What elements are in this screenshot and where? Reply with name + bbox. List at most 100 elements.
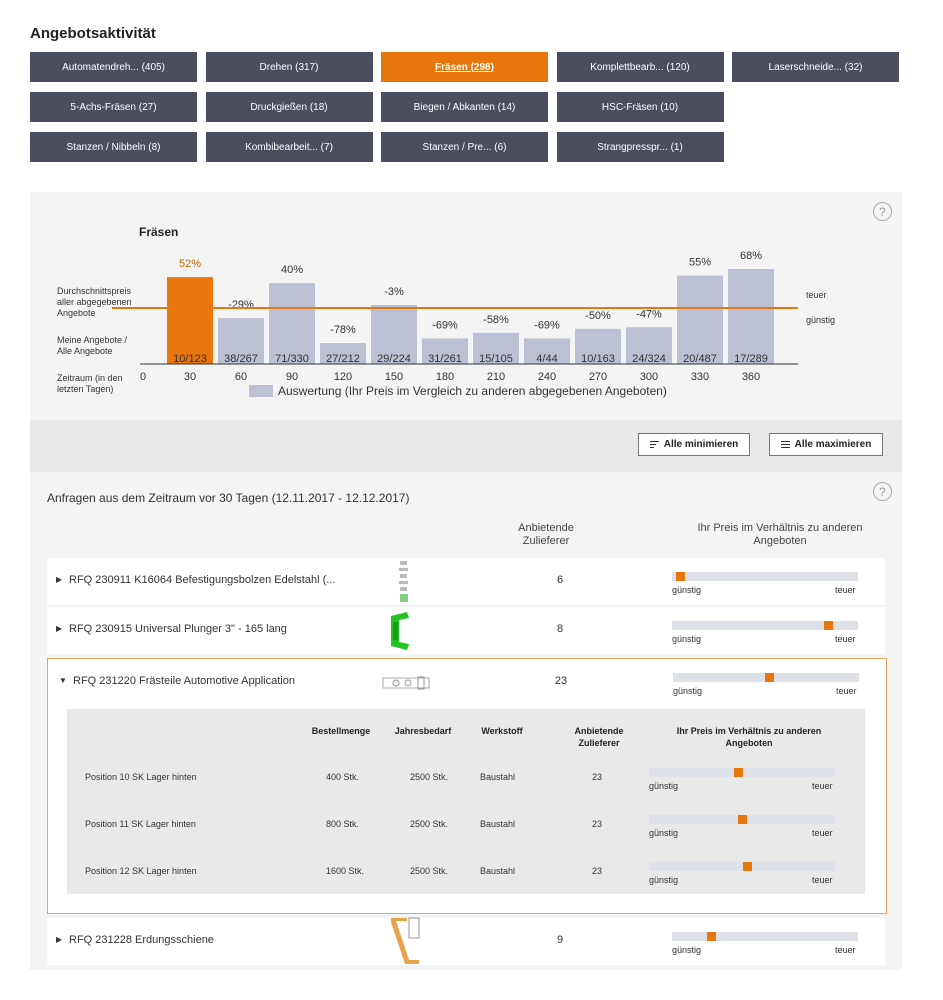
chart-bar (371, 304, 417, 364)
rfq-row[interactable]: ▶ RFQ 230915 Universal Plunger 3" - 165 l… (47, 607, 885, 654)
maximize-all-label: Alle maximieren (794, 439, 872, 450)
bar-value-label: 55% (689, 257, 711, 269)
price-position-track (649, 768, 835, 777)
bar-count-label: 31/261 (428, 353, 462, 365)
minimize-icon (649, 439, 659, 450)
bar-value-label: 52% (179, 258, 201, 270)
category-button[interactable]: Laserschneide... (32) (732, 52, 899, 82)
price-high-label: teuer (812, 781, 833, 791)
price-position-marker (765, 673, 774, 682)
price-low-label: günstig (672, 634, 702, 644)
help-icon[interactable]: ? (873, 202, 892, 221)
category-button[interactable]: Stanzen / Pre... (6) (381, 132, 548, 162)
position-price-bar: günstig teuer (649, 815, 839, 845)
part-thumbnail (382, 675, 430, 696)
bar-value-label: 40% (281, 264, 303, 276)
category-button[interactable]: 5-Achs-Fräsen (27) (30, 92, 197, 122)
x-tick-label: 120 (334, 371, 352, 383)
position-suppliers: 23 (592, 866, 603, 876)
legend-label: Auswertung (Ihr Preis im Vergleich zu an… (278, 384, 667, 398)
bar-value-label: -78% (330, 324, 356, 336)
sub-head-price: Ihr Preis im Verhältnis zu anderen Angeb… (676, 726, 822, 748)
category-button[interactable]: Fräsen (298) (381, 52, 548, 82)
category-button[interactable]: Stanzen / Nibbeln (8) (30, 132, 197, 162)
supplier-count: 8 (556, 623, 564, 635)
bar-value-label: -29% (228, 299, 254, 311)
price-position-track (672, 621, 858, 630)
bar-value-label: -58% (483, 314, 509, 326)
rfq-title[interactable]: RFQ 231220 Frästeile Automotive Applicat… (73, 675, 295, 687)
high-label: teuer (806, 290, 827, 300)
rfq-row[interactable]: ▶ RFQ 230911 K16064 Befestigungsbolzen Ed… (47, 558, 885, 605)
help-icon[interactable]: ? (873, 482, 892, 501)
positions-table: Bestellmenge Jahresbedarf Werkstoff Anbiete… (67, 709, 865, 894)
rfq-row[interactable]: ▶ RFQ 231228 Erdungsschiene 9 günstig teuer (47, 917, 885, 965)
my-offers-label: Meine Angebote / Alle Angebote (57, 335, 128, 356)
bar-value-label: 68% (740, 250, 762, 262)
chart-bar (320, 343, 366, 364)
rfq-row[interactable]: ▼ RFQ 231220 Frästeile Automotive Applica… (47, 658, 887, 914)
minimize-all-button[interactable]: Alle minimieren (638, 433, 750, 456)
bar-count-label: 17/289 (734, 353, 768, 365)
bar-count-label: 10/123 (173, 353, 207, 365)
category-button[interactable]: Biegen / Abkanten (14) (381, 92, 548, 122)
price-position-track (672, 932, 858, 941)
price-low-label: günstig (672, 945, 702, 955)
supplier-count: 9 (556, 934, 564, 946)
bar-value-label: -69% (432, 319, 458, 331)
category-button[interactable]: Komplettbearb... (120) (556, 52, 724, 82)
price-position-marker (707, 932, 716, 941)
toolbar: Alle minimieren Alle maximieren (30, 420, 902, 472)
price-high-label: teuer (836, 686, 857, 696)
bar-count-label: 71/330 (275, 353, 309, 365)
bar-count-label: 38/267 (224, 353, 258, 365)
position-material: Baustahl (480, 866, 516, 876)
chart-bar (167, 277, 213, 364)
part-thumbnail (387, 916, 421, 971)
chart-bar (218, 318, 264, 364)
x-tick-label: 330 (691, 371, 709, 383)
position-suppliers: 23 (592, 819, 603, 829)
rfq-title[interactable]: RFQ 230915 Universal Plunger 3" - 165 la… (69, 623, 287, 635)
x-tick-label: 90 (286, 371, 298, 383)
bar-value-label: -47% (636, 308, 662, 320)
rfq-title[interactable]: RFQ 230911 K16064 Befestigungsbolzen Ede… (69, 574, 336, 586)
category-button[interactable]: Drehen (317) (205, 52, 373, 82)
axis-zero-label: 0 (140, 371, 146, 383)
chart-bar (575, 328, 621, 364)
position-name: Position 11 SK Lager hinten (85, 819, 196, 829)
x-tick-label: 300 (640, 371, 658, 383)
category-button[interactable]: HSC-Fräsen (10) (556, 92, 724, 122)
chart-bar (524, 338, 570, 364)
legend-swatch (249, 385, 273, 397)
position-qty: 1600 Stk. (326, 866, 365, 876)
chart-bar (422, 338, 468, 364)
price-high-label: teuer (812, 828, 833, 838)
category-button[interactable]: Kombibearbeit... (7) (205, 132, 373, 162)
rfq-title[interactable]: RFQ 231228 Erdungsschiene (69, 934, 214, 946)
price-position-marker (743, 862, 752, 871)
minimize-all-label: Alle minimieren (663, 439, 739, 450)
avg-price-label: Durchschnittspreis aller abgegebenen Angeb… (57, 286, 132, 318)
x-tick-label: 150 (385, 371, 403, 383)
category-button[interactable]: Strangpresspr... (1) (556, 132, 724, 162)
price-low-label: günstig (673, 686, 703, 696)
price-position-track (649, 815, 835, 824)
sub-head-suppliers: Anbietende Zulieferer (574, 726, 624, 748)
caret-right-icon[interactable]: ▶ (56, 575, 63, 584)
caret-right-icon[interactable]: ▶ (56, 935, 63, 944)
x-tick-label: 180 (436, 371, 454, 383)
bar-count-label: 24/324 (632, 353, 666, 365)
bar-count-label: 4/44 (536, 353, 557, 365)
chart-panel: ? Fräsen Durchschnittspreis aller abgegebe… (30, 192, 902, 420)
period-label: Zeitraum (in den letzten Tagen) (57, 373, 123, 394)
price-high-label: teuer (835, 634, 856, 644)
category-button[interactable]: Druckgießen (18) (205, 92, 373, 122)
caret-down-icon[interactable]: ▼ (59, 676, 67, 685)
category-button[interactable]: Automatendreh... (405) (30, 52, 197, 82)
caret-right-icon[interactable]: ▶ (56, 624, 63, 633)
price-low-label: günstig (649, 875, 679, 885)
bar-count-label: 27/212 (326, 353, 360, 365)
x-tick-label: 240 (538, 371, 556, 383)
maximize-all-button[interactable]: Alle maximieren (769, 433, 883, 456)
